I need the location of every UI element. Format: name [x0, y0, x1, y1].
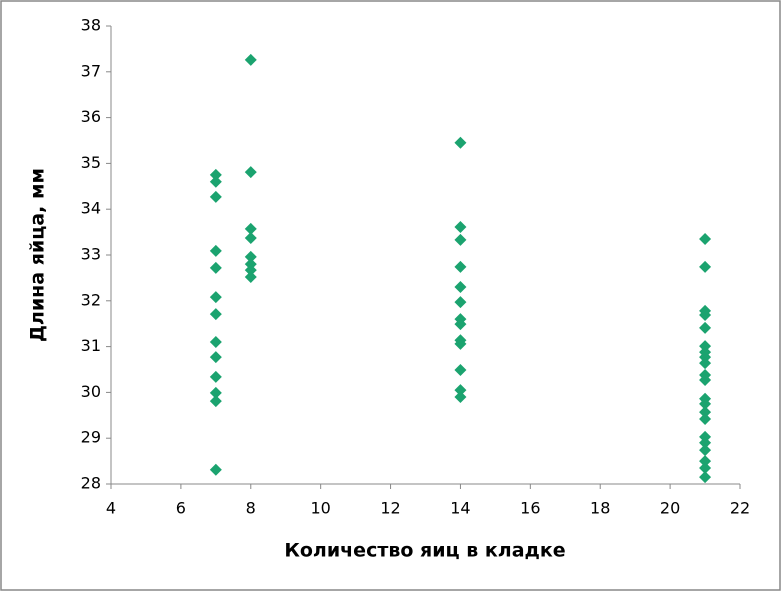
- y-tick-label: 36: [81, 107, 101, 126]
- x-tick-label: 4: [106, 499, 116, 518]
- point: [209, 190, 222, 203]
- x-tick-label: 14: [450, 499, 470, 518]
- point: [454, 318, 467, 331]
- point: [244, 53, 257, 66]
- point: [209, 175, 222, 188]
- x-tick-label: 20: [660, 499, 680, 518]
- point: [244, 264, 257, 277]
- y-axis-label: Длина яйца, мм: [27, 168, 49, 342]
- y-tick-label: 33: [81, 245, 101, 264]
- x-axis-label: Количество яиц в кладке: [284, 540, 565, 562]
- point: [454, 233, 467, 246]
- point: [209, 395, 222, 408]
- point: [699, 406, 712, 419]
- point: [454, 363, 467, 376]
- x-tick-label: 16: [520, 499, 540, 518]
- point: [244, 232, 257, 245]
- point: [209, 261, 222, 274]
- y-tick-label: 28: [81, 474, 101, 493]
- y-tick-label: 29: [81, 428, 101, 447]
- y-tick-label: 35: [81, 153, 101, 172]
- point: [454, 296, 467, 309]
- point: [209, 291, 222, 304]
- point: [699, 308, 712, 321]
- point: [699, 321, 712, 334]
- point: [454, 281, 467, 294]
- y-tick-label: 31: [81, 336, 101, 355]
- point: [454, 221, 467, 234]
- point: [454, 390, 467, 403]
- y-tick-label: 34: [81, 199, 101, 218]
- point: [209, 168, 222, 181]
- point: [244, 222, 257, 235]
- point: [699, 461, 712, 474]
- point: [209, 370, 222, 383]
- point: [244, 166, 257, 179]
- y-tick-label: 30: [81, 382, 101, 401]
- point: [699, 232, 712, 245]
- point: [699, 455, 712, 468]
- point: [209, 463, 222, 476]
- x-tick-label: 22: [730, 499, 750, 518]
- point: [454, 260, 467, 273]
- x-tick-label: 12: [380, 499, 400, 518]
- x-tick-label: 8: [246, 499, 256, 518]
- point: [699, 412, 712, 425]
- point: [699, 357, 712, 370]
- point: [209, 244, 222, 257]
- point: [699, 471, 712, 484]
- point: [699, 444, 712, 457]
- point: [209, 336, 222, 349]
- point: [454, 136, 467, 149]
- point: [454, 337, 467, 350]
- point: [699, 374, 712, 387]
- x-tick-label: 18: [590, 499, 610, 518]
- y-tick-label: 38: [81, 16, 101, 35]
- y-tick-label: 37: [81, 61, 101, 80]
- point: [699, 260, 712, 273]
- x-tick-label: 6: [176, 499, 186, 518]
- point: [699, 436, 712, 449]
- point: [699, 397, 712, 410]
- point: [209, 386, 222, 399]
- point: [244, 270, 257, 283]
- y-tick-label: 32: [81, 290, 101, 309]
- point: [209, 308, 222, 321]
- point: [209, 351, 222, 364]
- point: [454, 384, 467, 397]
- point: [244, 250, 257, 263]
- x-tick-label: 10: [310, 499, 330, 518]
